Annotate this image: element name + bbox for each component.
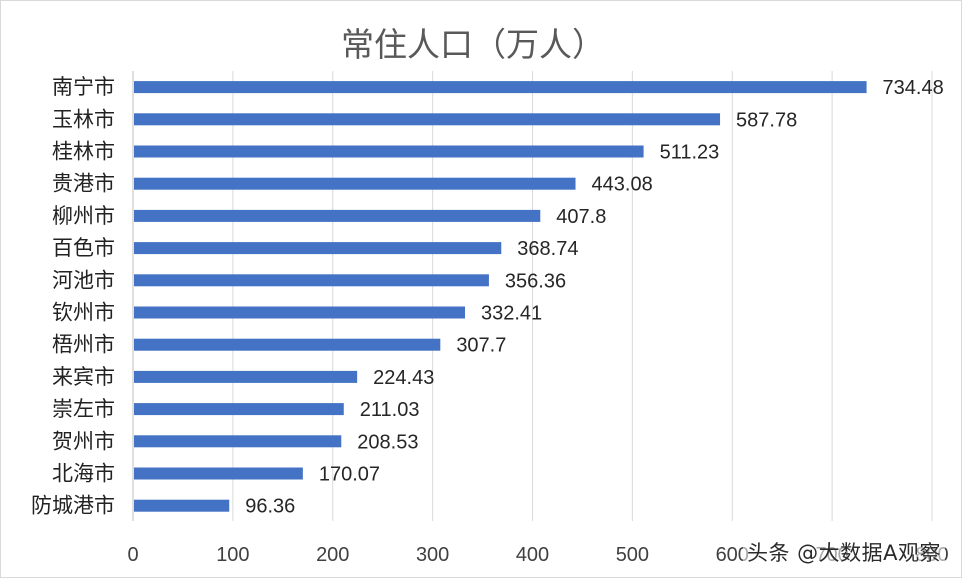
bar-7 bbox=[134, 306, 465, 319]
bar-4 bbox=[134, 209, 541, 222]
category-label: 桂林市 bbox=[52, 140, 115, 164]
data-label: 443.08 bbox=[592, 174, 653, 196]
category-label: 来宾市 bbox=[52, 365, 115, 389]
data-label: 211.03 bbox=[360, 399, 420, 421]
category-label: 贵港市 bbox=[52, 172, 115, 196]
bar-9 bbox=[134, 370, 358, 383]
category-label: 贺州市 bbox=[52, 429, 115, 453]
category-label: 柳州市 bbox=[52, 204, 115, 228]
category-label: 玉林市 bbox=[52, 107, 115, 131]
x-tick-label: 400 bbox=[516, 544, 549, 566]
category-label: 防城港市 bbox=[31, 494, 115, 518]
category-labels: 南宁市玉林市桂林市贵港市柳州市百色市河池市钦州市梧州市来宾市崇左市贺州市北海市防… bbox=[31, 75, 115, 518]
x-tick-label: 100 bbox=[216, 544, 249, 566]
category-label: 北海市 bbox=[52, 462, 115, 486]
x-tick-label: 500 bbox=[616, 544, 649, 566]
watermark-text: 头条 @大数据A观察 bbox=[742, 537, 945, 567]
data-label: 407.8 bbox=[556, 206, 606, 228]
x-tick-label: 300 bbox=[416, 544, 449, 566]
data-label: 587.78 bbox=[736, 109, 797, 131]
bar-6 bbox=[134, 274, 489, 287]
bar-10 bbox=[134, 403, 344, 416]
data-label: 170.07 bbox=[319, 464, 380, 486]
bar-1 bbox=[134, 113, 721, 126]
data-label: 208.53 bbox=[357, 431, 418, 453]
bar-13 bbox=[134, 499, 230, 512]
bar-3 bbox=[134, 177, 576, 190]
bar-11 bbox=[134, 435, 342, 448]
category-label: 南宁市 bbox=[52, 75, 115, 99]
data-label: 511.23 bbox=[660, 142, 720, 164]
bar-12 bbox=[134, 467, 303, 480]
data-label: 332.41 bbox=[481, 303, 542, 325]
bar-8 bbox=[134, 338, 441, 351]
data-label: 734.48 bbox=[883, 77, 944, 99]
data-label: 307.7 bbox=[456, 335, 506, 357]
category-label: 河池市 bbox=[52, 268, 115, 292]
bar-2 bbox=[134, 145, 644, 158]
bar-5 bbox=[134, 242, 502, 255]
data-label: 96.36 bbox=[245, 496, 295, 518]
chart-title: 常住人口（万人） bbox=[341, 25, 605, 64]
data-labels: 734.48 587.78 511.23 443.08 407.8 368.74 356.3… bbox=[245, 77, 943, 518]
bars bbox=[134, 81, 867, 512]
x-tick-label: 600 bbox=[716, 544, 749, 566]
category-label: 梧州市 bbox=[52, 333, 115, 357]
data-label: 224.43 bbox=[373, 367, 434, 389]
category-label: 崇左市 bbox=[52, 397, 115, 421]
bar-0 bbox=[134, 81, 867, 94]
data-label: 368.74 bbox=[517, 238, 578, 260]
x-tick-label: 0 bbox=[127, 544, 138, 566]
category-label: 钦州市 bbox=[52, 301, 115, 325]
x-tick-label: 200 bbox=[316, 544, 349, 566]
data-label: 356.36 bbox=[505, 270, 566, 292]
category-label: 百色市 bbox=[52, 236, 115, 260]
gridlines bbox=[132, 71, 933, 521]
